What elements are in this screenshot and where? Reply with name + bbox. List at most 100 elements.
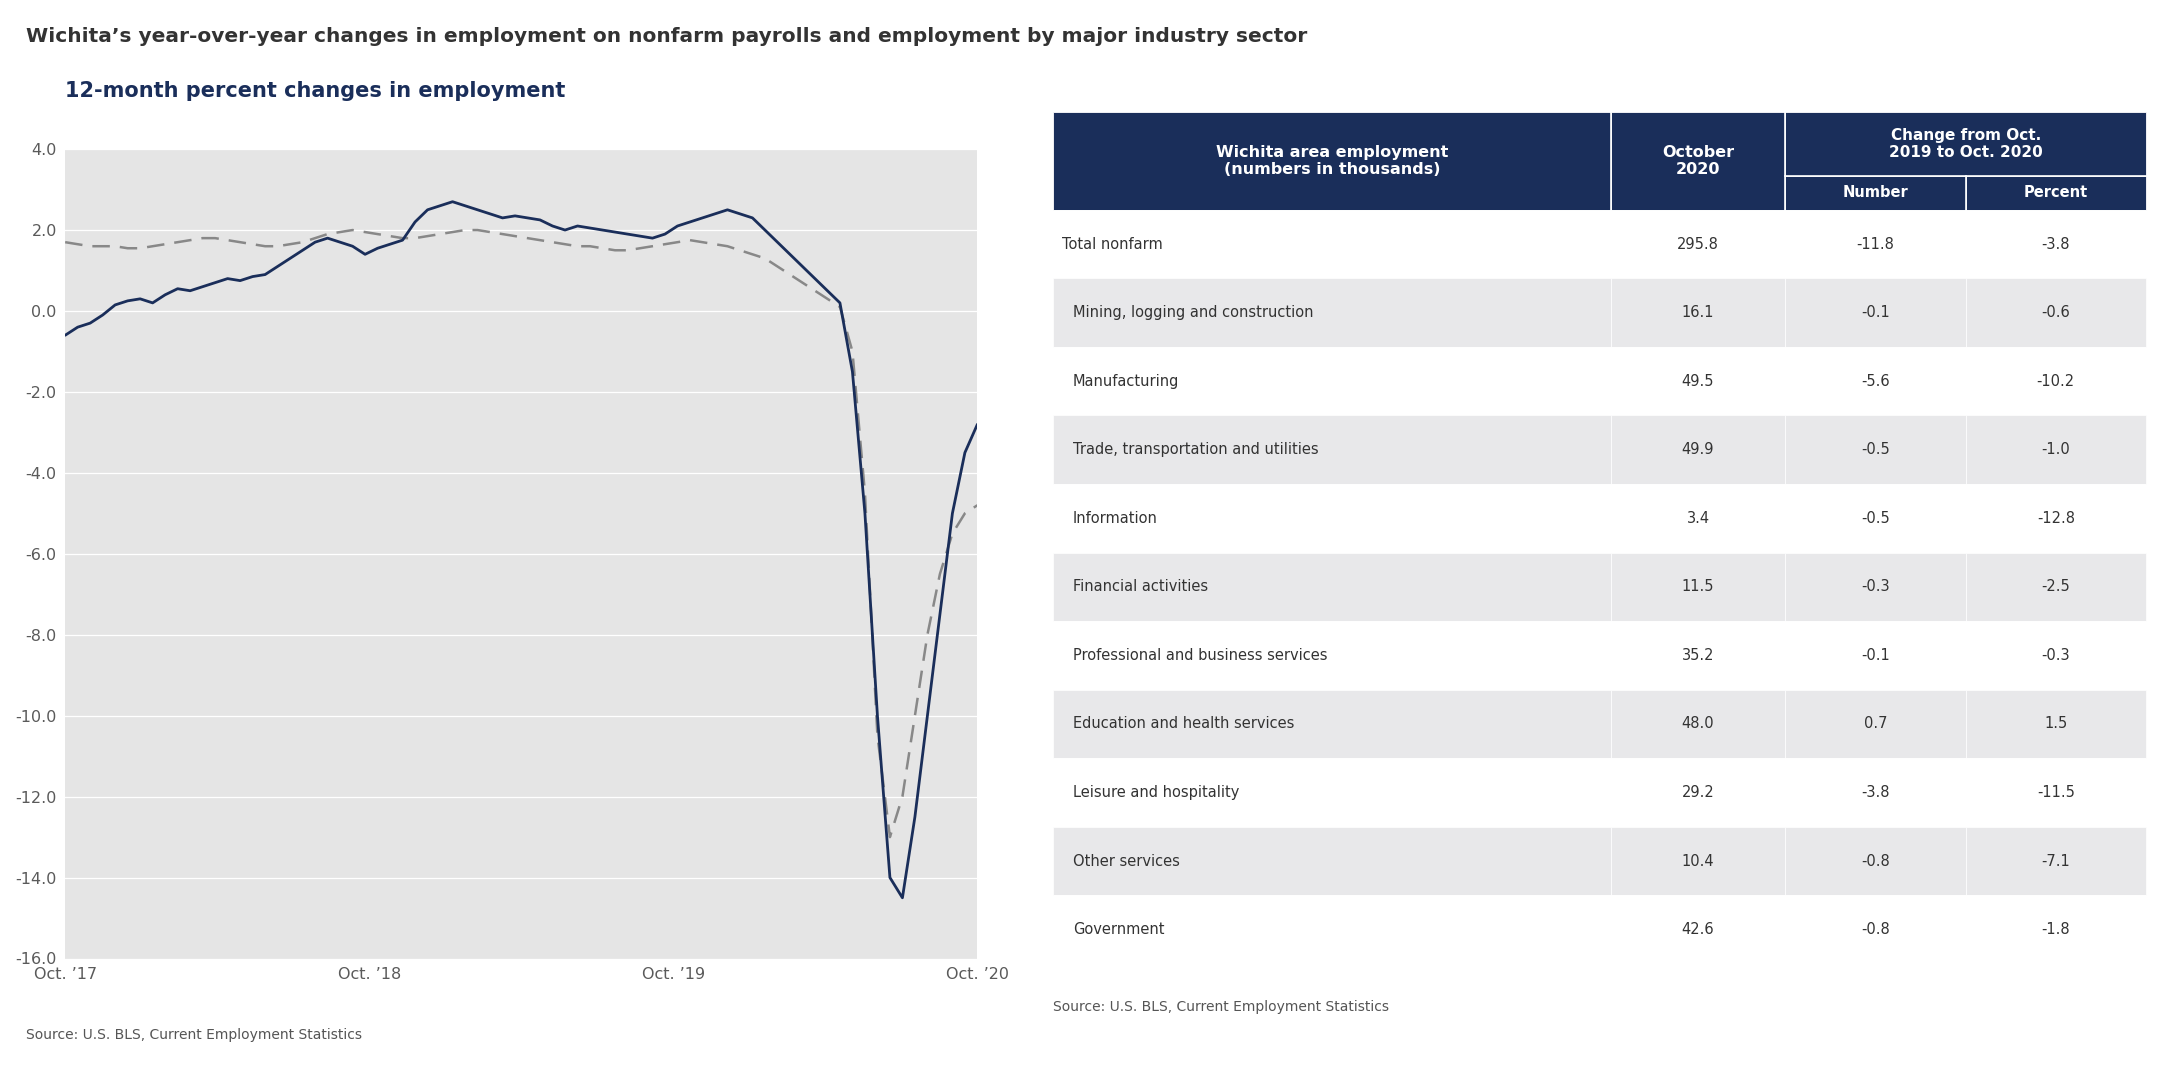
- Bar: [1785, 415, 1966, 484]
- Bar: [1612, 415, 1785, 484]
- Text: Source: U.S. BLS, Current Employment Statistics: Source: U.S. BLS, Current Employment Sta…: [26, 1028, 363, 1042]
- Text: -0.8: -0.8: [1861, 922, 1890, 937]
- Bar: [1612, 896, 1785, 964]
- Text: 29.2: 29.2: [1681, 785, 1714, 800]
- Bar: [1053, 484, 1612, 553]
- Bar: [1966, 690, 2146, 758]
- Bar: [1785, 210, 1966, 278]
- Text: -0.5: -0.5: [1861, 511, 1890, 526]
- Bar: [1966, 826, 2146, 896]
- Text: -3.8: -3.8: [1861, 785, 1890, 800]
- Text: 10.4: 10.4: [1681, 853, 1714, 868]
- Text: -1.8: -1.8: [2042, 922, 2070, 937]
- Bar: [1966, 896, 2146, 964]
- Bar: [1053, 210, 1612, 278]
- Text: Financial activities: Financial activities: [1073, 579, 1208, 594]
- Text: Information: Information: [1073, 511, 1158, 526]
- Text: Manufacturing: Manufacturing: [1073, 374, 1179, 389]
- Text: -11.5: -11.5: [2037, 785, 2074, 800]
- Text: Government: Government: [1073, 922, 1164, 937]
- Text: October
2020: October 2020: [1662, 145, 1733, 177]
- Text: 0.7: 0.7: [1864, 717, 1887, 732]
- Text: -2.5: -2.5: [2042, 579, 2070, 594]
- Text: 3.4: 3.4: [1685, 511, 1709, 526]
- Bar: [1053, 347, 1612, 415]
- Bar: [1053, 758, 1612, 826]
- Text: 35.2: 35.2: [1681, 648, 1714, 662]
- Text: -0.8: -0.8: [1861, 853, 1890, 868]
- Bar: [1053, 112, 1612, 210]
- Text: -11.8: -11.8: [1857, 236, 1894, 251]
- Text: Wichita area employment
(numbers in thousands): Wichita area employment (numbers in thou…: [1216, 145, 1449, 177]
- Text: Source: U.S. BLS, Current Employment Statistics: Source: U.S. BLS, Current Employment Sta…: [1053, 1000, 1390, 1014]
- Bar: [1612, 484, 1785, 553]
- Bar: [1785, 690, 1966, 758]
- Text: Percent: Percent: [2024, 185, 2087, 200]
- Text: Mining, logging and construction: Mining, logging and construction: [1073, 306, 1314, 321]
- Bar: [1612, 758, 1785, 826]
- Bar: [1966, 278, 2146, 347]
- Text: -0.5: -0.5: [1861, 442, 1890, 457]
- Bar: [1612, 826, 1785, 896]
- Bar: [1966, 621, 2146, 690]
- Text: -0.1: -0.1: [1861, 306, 1890, 321]
- Bar: [1612, 210, 1785, 278]
- Bar: [1785, 758, 1966, 826]
- Text: -5.6: -5.6: [1861, 374, 1890, 389]
- Bar: [1966, 484, 2146, 553]
- Bar: [1053, 415, 1612, 484]
- Text: Education and health services: Education and health services: [1073, 717, 1295, 732]
- Text: 12-month percent changes in employment: 12-month percent changes in employment: [65, 81, 565, 100]
- Text: 16.1: 16.1: [1681, 306, 1714, 321]
- Bar: [1966, 758, 2146, 826]
- Text: Total nonfarm: Total nonfarm: [1062, 236, 1162, 251]
- Text: Other services: Other services: [1073, 853, 1179, 868]
- Bar: [1785, 621, 1966, 690]
- Bar: [1612, 621, 1785, 690]
- Text: -0.6: -0.6: [2042, 306, 2070, 321]
- Bar: [1053, 553, 1612, 621]
- Text: Professional and business services: Professional and business services: [1073, 648, 1327, 662]
- Bar: [1612, 278, 1785, 347]
- Bar: [1966, 210, 2146, 278]
- Bar: [1785, 278, 1966, 347]
- Bar: [1612, 112, 1785, 210]
- Text: -3.8: -3.8: [2042, 236, 2070, 251]
- Text: -10.2: -10.2: [2037, 374, 2074, 389]
- Bar: [1053, 621, 1612, 690]
- Bar: [1785, 553, 1966, 621]
- Bar: [1612, 347, 1785, 415]
- Text: -12.8: -12.8: [2037, 511, 2074, 526]
- Bar: [1966, 176, 2146, 210]
- Text: -0.1: -0.1: [1861, 648, 1890, 662]
- Text: 42.6: 42.6: [1681, 922, 1714, 937]
- Bar: [1966, 415, 2146, 484]
- Text: Change from Oct.
2019 to Oct. 2020: Change from Oct. 2019 to Oct. 2020: [1890, 128, 2042, 160]
- Text: -0.3: -0.3: [1861, 579, 1890, 594]
- Bar: [1612, 553, 1785, 621]
- Text: 11.5: 11.5: [1681, 579, 1714, 594]
- Bar: [1785, 484, 1966, 553]
- Text: -0.3: -0.3: [2042, 648, 2070, 662]
- Bar: [1053, 278, 1612, 347]
- Bar: [1785, 112, 2146, 176]
- Text: Leisure and hospitality: Leisure and hospitality: [1073, 785, 1240, 800]
- Bar: [1785, 176, 1966, 210]
- Bar: [1053, 826, 1612, 896]
- Bar: [1966, 347, 2146, 415]
- Bar: [1785, 826, 1966, 896]
- Text: 49.9: 49.9: [1681, 442, 1714, 457]
- Bar: [1053, 896, 1612, 964]
- Text: 49.5: 49.5: [1681, 374, 1714, 389]
- Bar: [1612, 690, 1785, 758]
- Text: 1.5: 1.5: [2044, 717, 2068, 732]
- Text: -7.1: -7.1: [2042, 853, 2070, 868]
- Text: -1.0: -1.0: [2042, 442, 2070, 457]
- Bar: [1053, 690, 1612, 758]
- Text: Wichita’s year-over-year changes in employment on nonfarm payrolls and employmen: Wichita’s year-over-year changes in empl…: [26, 27, 1308, 46]
- Bar: [1966, 553, 2146, 621]
- Text: 295.8: 295.8: [1677, 236, 1718, 251]
- Text: 48.0: 48.0: [1681, 717, 1714, 732]
- Text: Trade, transportation and utilities: Trade, transportation and utilities: [1073, 442, 1318, 457]
- Text: Number: Number: [1842, 185, 1909, 200]
